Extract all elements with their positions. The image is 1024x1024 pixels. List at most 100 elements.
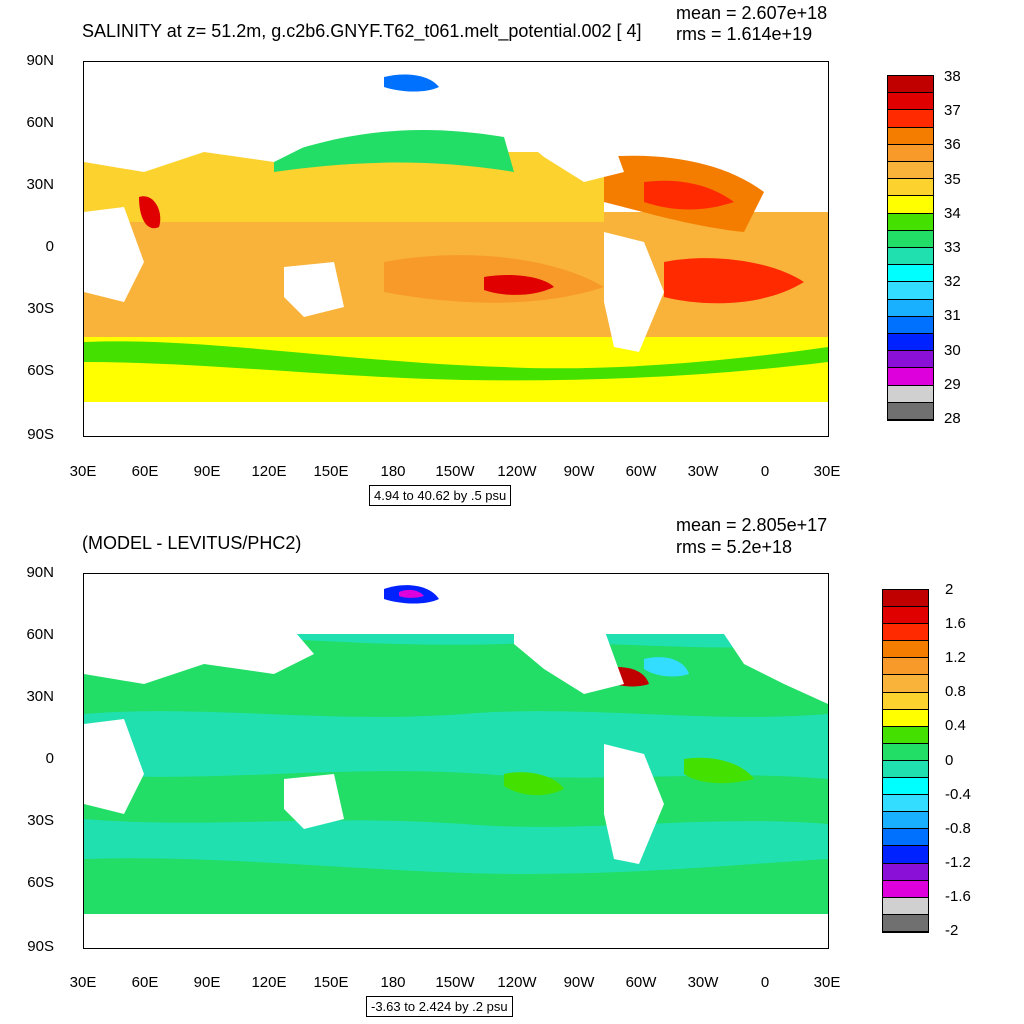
lon-label: 150W — [435, 463, 475, 480]
salinity-map — [83, 61, 829, 437]
rms-stat: rms = 5.2e+18 — [676, 537, 793, 557]
colorbar-swatch — [888, 299, 933, 317]
lon-label: 180 — [380, 463, 406, 480]
lon-label: 60E — [131, 463, 159, 480]
colorbar-tick-label: 0.8 — [945, 683, 966, 701]
difference-field — [84, 574, 828, 948]
colorbar-tick-label: 2 — [945, 581, 954, 598]
colorbar-swatch — [883, 897, 928, 915]
colorbar-swatch — [888, 213, 933, 231]
colorbar-swatch — [883, 829, 928, 847]
colorbar-tick-label: 35 — [944, 170, 961, 188]
colorbar — [887, 75, 934, 421]
lon-label: 30E — [69, 463, 97, 480]
mean-stat: mean = 2.805e+17 — [676, 515, 828, 535]
colorbar-tick-label: 38 — [944, 68, 961, 85]
colorbar-swatch — [883, 778, 928, 796]
lat-label: 0 — [45, 750, 54, 767]
colorbar-swatch — [888, 282, 933, 300]
colorbar-swatch — [883, 812, 928, 830]
contour-range-note: -3.63 to 2.424 by .2 psu — [366, 996, 513, 1017]
colorbar-swatch — [883, 863, 928, 881]
colorbar-tick-label: 1.2 — [945, 649, 966, 667]
lon-label: 120W — [497, 974, 537, 991]
lon-label: 90E — [193, 463, 221, 480]
lon-label: 30E — [69, 974, 97, 991]
colorbar-swatch — [883, 624, 928, 642]
colorbar-tick-label: 29 — [944, 375, 961, 393]
colorbar-swatch — [888, 248, 933, 266]
lat-label: 60S — [27, 874, 54, 891]
colorbar-swatch — [888, 402, 933, 421]
colorbar-swatch — [888, 385, 933, 403]
colorbar-tick-label: 36 — [944, 136, 961, 154]
colorbar-tick-label: 0.4 — [945, 717, 966, 735]
colorbar-swatch — [888, 179, 933, 197]
colorbar-swatch — [888, 316, 933, 335]
lon-label: 30E — [813, 974, 841, 991]
colorbar-swatch — [883, 760, 928, 779]
lon-label: 30W — [687, 463, 719, 480]
salinity-field — [84, 62, 828, 436]
lon-label: 60W — [625, 974, 657, 991]
lon-label: 180 — [380, 974, 406, 991]
lat-label: 30S — [27, 812, 54, 829]
difference-map — [83, 573, 829, 949]
lat-label: 60N — [26, 626, 54, 643]
colorbar-tick-label: 28 — [944, 410, 961, 427]
lon-label: 30E — [813, 463, 841, 480]
lon-label: 30W — [687, 974, 719, 991]
lat-label: 30N — [26, 176, 54, 193]
lon-label: 120E — [251, 463, 287, 480]
colorbar-swatch — [883, 743, 928, 761]
lon-label: 120W — [497, 463, 537, 480]
colorbar-swatch — [883, 590, 928, 608]
colorbar-tick-label: 32 — [944, 273, 961, 291]
colorbar-swatch — [883, 726, 928, 744]
colorbar-swatch — [883, 880, 928, 898]
colorbar-tick-label: 31 — [944, 307, 961, 325]
rms-stat: rms = 1.614e+19 — [676, 24, 813, 44]
lat-label: 90S — [27, 426, 54, 443]
colorbar-tick-label: 0 — [945, 751, 954, 769]
colorbar-swatch — [888, 265, 933, 283]
mean-stat: mean = 2.607e+18 — [676, 3, 828, 23]
colorbar-tick-label: 33 — [944, 239, 961, 256]
lon-label: 0 — [760, 974, 770, 991]
colorbar-swatch — [888, 76, 933, 94]
colorbar-tick-label: 1.6 — [945, 615, 966, 633]
panel-title: (MODEL - LEVITUS/PHC2) — [82, 533, 302, 553]
colorbar-swatch — [883, 692, 928, 710]
colorbar-tick-label: 30 — [944, 341, 961, 359]
colorbar-swatch — [883, 607, 928, 625]
colorbar-swatch — [883, 641, 928, 659]
lon-label: 150E — [313, 463, 349, 480]
colorbar-swatch — [888, 334, 933, 352]
colorbar-tick-label: 34 — [944, 204, 961, 222]
lat-label: 60S — [27, 362, 54, 379]
colorbar-swatch — [883, 658, 928, 676]
lon-label: 90W — [563, 974, 595, 991]
colorbar-swatch — [888, 196, 933, 214]
colorbar-swatch — [888, 144, 933, 163]
colorbar-swatch — [888, 368, 933, 386]
lat-label: 0 — [45, 238, 54, 255]
colorbar-swatch — [883, 914, 928, 932]
colorbar-swatch — [888, 230, 933, 249]
lon-label: 90E — [193, 974, 221, 991]
colorbar-tick-label: -2 — [945, 922, 959, 939]
colorbar-tick-label: -1.2 — [945, 853, 971, 871]
colorbar-swatch — [888, 110, 933, 128]
colorbar-tick-label: -0.8 — [945, 819, 971, 837]
colorbar-swatch — [888, 93, 933, 111]
colorbar-swatch — [883, 846, 928, 864]
lat-label: 30S — [27, 300, 54, 317]
lon-label: 60E — [131, 974, 159, 991]
lat-label: 90S — [27, 938, 54, 955]
colorbar-tick-label: 37 — [944, 102, 961, 120]
colorbar-swatch — [888, 351, 933, 369]
colorbar-tick-label: -0.4 — [945, 785, 971, 803]
panel-title: SALINITY at z= 51.2m, g.c2b6.GNYF.T62_t0… — [82, 21, 642, 41]
lat-label: 60N — [26, 114, 54, 131]
contour-range-note: 4.94 to 40.62 by .5 psu — [369, 485, 512, 506]
